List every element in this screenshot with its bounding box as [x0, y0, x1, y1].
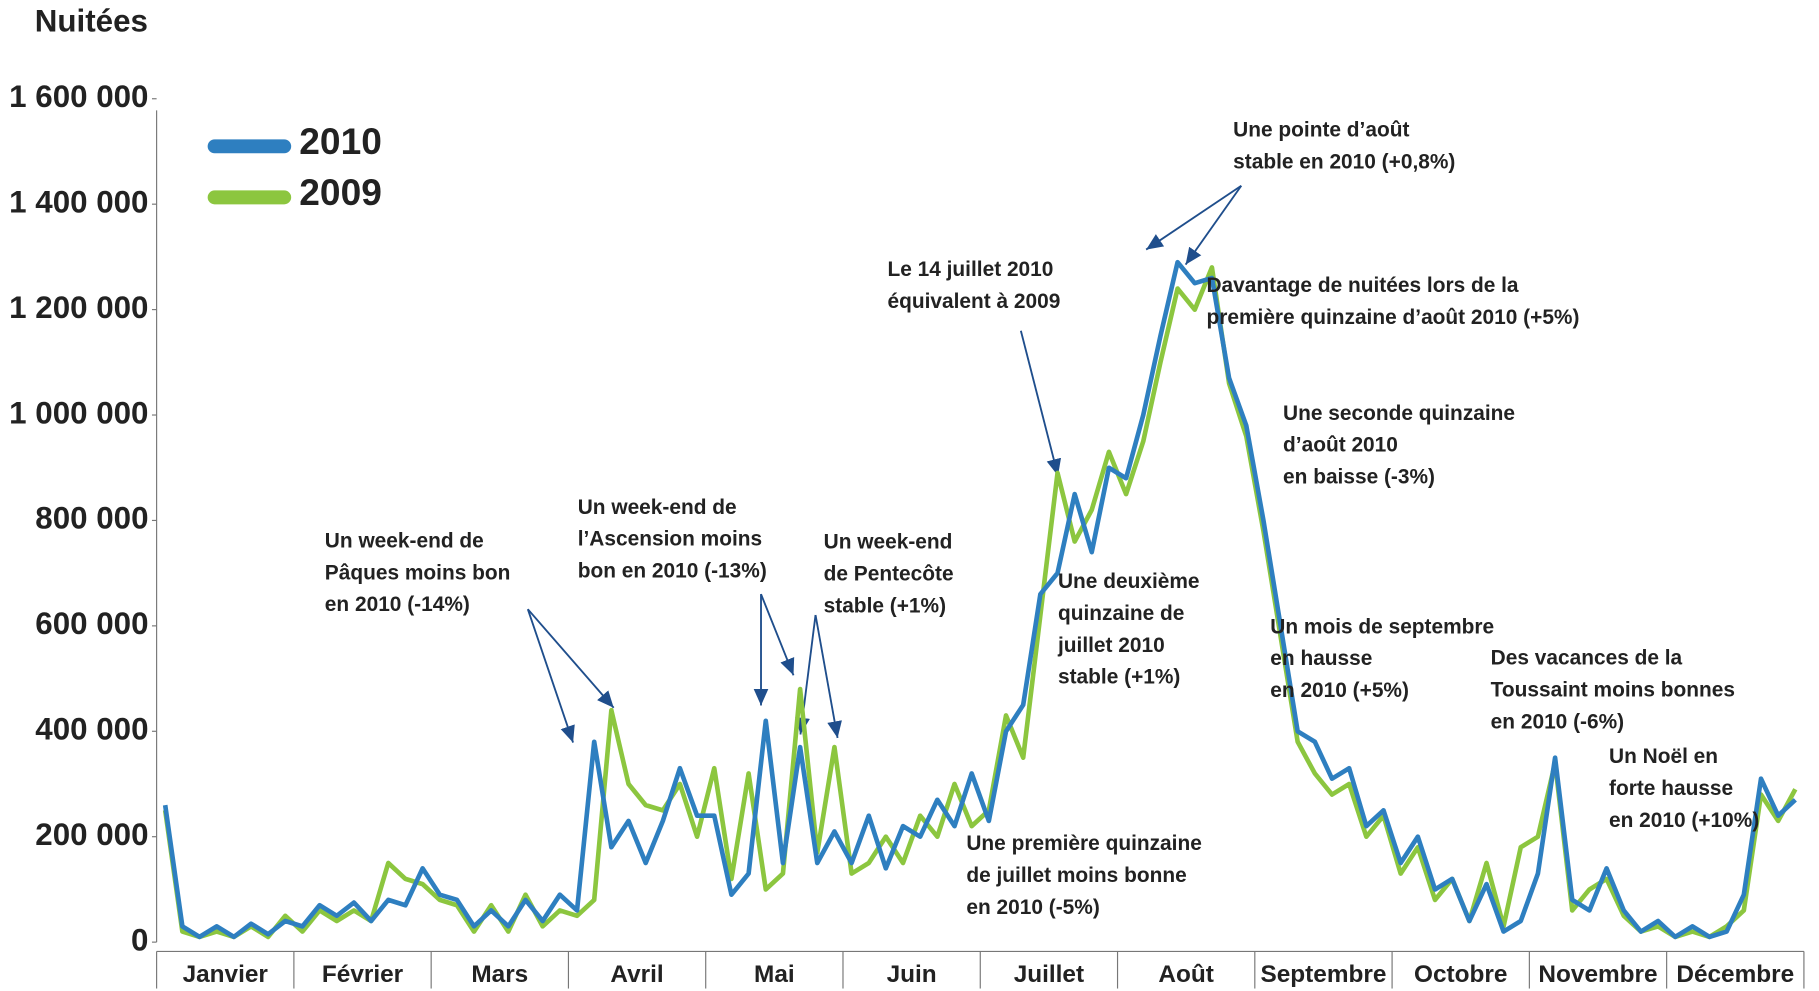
- annotation: Une seconde quinzaine: [1283, 402, 1515, 425]
- annotation: Toussaint moins bonnes: [1491, 678, 1735, 701]
- x-tick-label: Janvier: [183, 961, 269, 988]
- arrow: [527, 608, 615, 709]
- x-tick-label: Mars: [471, 961, 528, 988]
- arrow: [760, 593, 795, 676]
- annotation: Une pointe d’août: [1233, 119, 1409, 142]
- series-line: [162, 265, 1798, 940]
- annotation: Des vacances de la: [1491, 647, 1683, 670]
- x-tick-label: Octobre: [1414, 961, 1507, 988]
- annotation: en 2010 (-6%): [1491, 710, 1624, 733]
- annotation: en 2010 (-14%): [325, 593, 470, 616]
- y-tick-label: 200 000: [35, 817, 148, 852]
- y-tick-label: 1 400 000: [9, 184, 148, 219]
- annotation: en baisse (-3%): [1283, 466, 1435, 489]
- annotation: Pâques moins bon: [325, 561, 511, 584]
- arrow: [526, 608, 575, 743]
- y-tick-label: 1 000 000: [9, 395, 148, 430]
- y-tick-label: 800 000: [35, 501, 148, 536]
- x-tick-label: Août: [1158, 961, 1213, 988]
- arrow: [1019, 330, 1062, 477]
- x-tick-label: Novembre: [1538, 961, 1657, 988]
- arrow: [814, 614, 842, 739]
- x-tick-label: Avril: [610, 961, 663, 988]
- annotation: Un week-end: [824, 531, 953, 554]
- y-axis-label: Nuitées: [35, 4, 148, 39]
- annotation: en 2010 (-5%): [966, 896, 1099, 919]
- annotation: quinzaine de: [1058, 602, 1184, 625]
- x-tick-label: Juin: [887, 961, 937, 988]
- annotation: l’Ascension moins: [578, 528, 762, 551]
- x-tick-label: Décembre: [1676, 961, 1794, 988]
- annotation: Un week-end de: [325, 529, 484, 552]
- annotation: Davantage de nuitées lors de la: [1206, 274, 1518, 297]
- y-tick-label: 400 000: [35, 712, 148, 747]
- annotation: en 2010 (+10%): [1609, 809, 1759, 832]
- annotation: Une première quinzaine: [966, 832, 1202, 855]
- annotation: Un mois de septembre: [1270, 615, 1494, 638]
- legend-label: 2010: [299, 120, 382, 162]
- annotation: stable (+1%): [1058, 666, 1180, 689]
- y-tick-label: 600 000: [35, 606, 148, 641]
- x-tick-label: Septembre: [1261, 961, 1387, 988]
- annotation: stable en 2010 (+0,8%): [1233, 151, 1455, 174]
- x-tick-label: Mai: [754, 961, 795, 988]
- y-tick-label: 1 600 000: [9, 79, 148, 114]
- series-line: [162, 259, 1797, 940]
- annotation: juillet 2010: [1057, 634, 1165, 657]
- y-tick-label: 1 200 000: [9, 290, 148, 325]
- annotation: première quinzaine d’août 2010 (+5%): [1206, 306, 1579, 329]
- y-tick-label: 0: [131, 922, 148, 957]
- annotation: Le 14 juillet 2010: [887, 258, 1053, 281]
- x-tick-label: Juillet: [1014, 961, 1084, 988]
- arrows: [526, 184, 1243, 743]
- legend-label: 2009: [299, 171, 382, 213]
- annotation: d’août 2010: [1283, 434, 1398, 457]
- annotation: Un Noël en: [1609, 745, 1718, 768]
- x-tick-label: Février: [322, 961, 404, 988]
- annotation: de juillet moins bonne: [966, 864, 1186, 887]
- annotation: Une deuxième: [1058, 570, 1200, 593]
- annotation: stable (+1%): [824, 594, 946, 617]
- annotation: forte hausse: [1609, 777, 1733, 800]
- annotation: Un week-end de: [578, 496, 737, 519]
- annotation: en hausse: [1270, 647, 1372, 670]
- annotation: en 2010 (+5%): [1270, 679, 1409, 702]
- annotation: bon en 2010 (-13%): [578, 560, 767, 583]
- arrow: [1145, 184, 1242, 251]
- annotation: de Pentecôte: [824, 562, 954, 585]
- annotation: équivalent à 2009: [887, 290, 1060, 313]
- arrow: [1184, 185, 1243, 266]
